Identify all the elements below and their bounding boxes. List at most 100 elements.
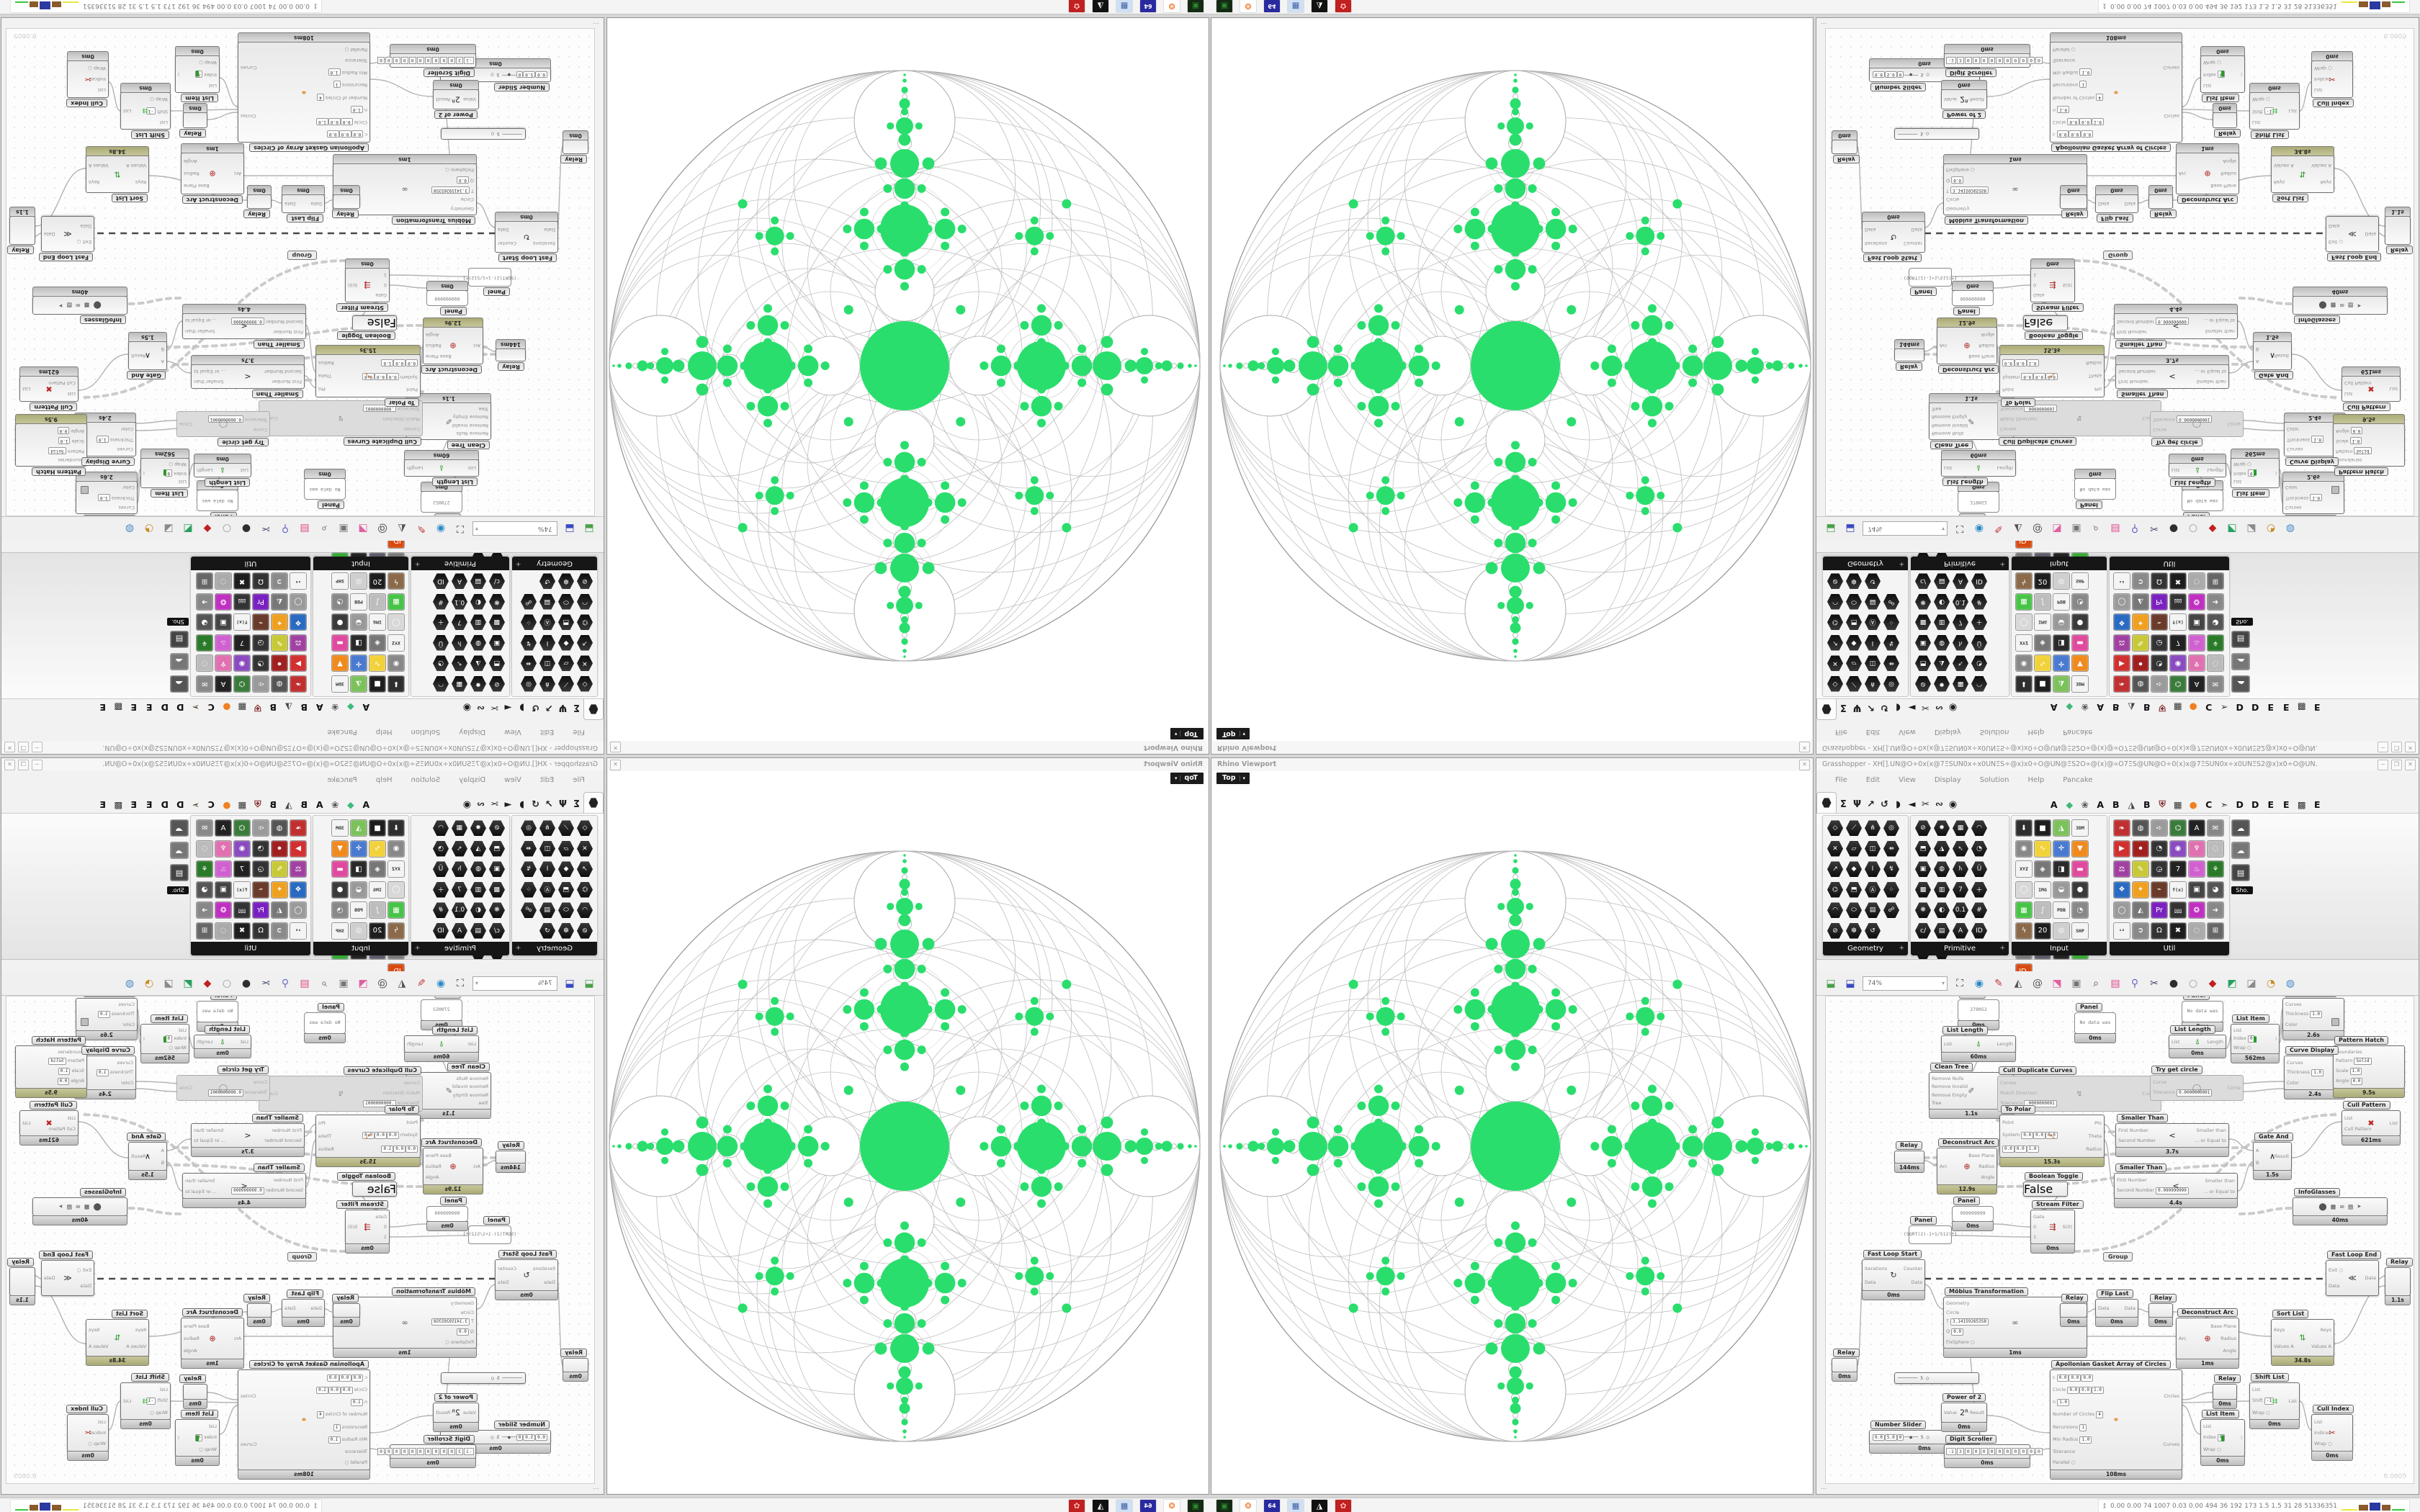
component-icon[interactable]: ▣ (488, 859, 506, 880)
component-icon[interactable]: ▶ (2112, 653, 2131, 674)
toolbar-icon-10[interactable]: ✂ (261, 977, 270, 989)
tab-category-3[interactable]: ↺ (1881, 798, 1888, 810)
component-icon[interactable]: ∫ (368, 592, 387, 613)
component-icon[interactable]: ◎ (1882, 818, 1901, 839)
node-body[interactable]: (SQRT(2)-1+1/512)*1 (1904, 1225, 1957, 1244)
tab-plugin-16[interactable]: ▩ (114, 798, 123, 810)
gh-node-shift-list[interactable]: Shift List List Shift -1 Wrap ○ List ⇉ 0ms (2249, 1373, 2300, 1429)
tab-params[interactable] (583, 792, 604, 813)
gh-node-deconstruct-arc[interactable]: Deconstruct Arc Arc Base Plane Radius Angle ⊕… (1937, 318, 1999, 374)
open-icon[interactable]: ⬓ (1826, 523, 1836, 535)
toolbar-icon-7[interactable]: ⌕ (2093, 977, 2099, 989)
component-icon[interactable]: ◉ (2169, 839, 2187, 860)
component-icon[interactable]: ◍ (270, 818, 289, 839)
node-body[interactable]: List Indices Wrap ○ ✂ (2311, 1414, 2353, 1452)
component-icon[interactable]: Ω (2150, 571, 2169, 592)
toolbar-icon-6[interactable]: ▣ (2071, 977, 2081, 989)
component-icon[interactable]: ◯ (2112, 900, 2131, 921)
component-icon[interactable]: ❂ (2187, 592, 2206, 613)
strip-icon-0[interactable]: ☁ (2231, 819, 2250, 837)
tab-plugin-14[interactable]: E (145, 702, 153, 714)
rhino-viewport-titlebar[interactable]: Rhino Viewport ✕ (1211, 740, 1813, 754)
gh-node-stream-filter[interactable]: Stream Filter Gate 0 1 S(0) ⇶ 0ms (2030, 1200, 2084, 1254)
toolbar-icon-6[interactable]: ▣ (339, 977, 349, 989)
node-body[interactable]: Exit ○ Data Data ≪ (41, 1260, 94, 1296)
component-icon[interactable]: ◯ (2112, 592, 2131, 613)
component-icon[interactable]: ◉ (2169, 653, 2187, 674)
component-icon[interactable]: ⊘ (1826, 921, 1845, 942)
component-icon[interactable]: ⬒ (488, 653, 506, 674)
grasshopper-canvas[interactable]: 0.0005 Relay144msPanel2790520msList Leng… (6, 28, 595, 516)
gh-node-fast-loop-end[interactable]: Fast Loop End Exit ○ Data Data ≪ (38, 216, 94, 261)
component-icon[interactable]: ☍ (519, 592, 538, 613)
tab-category-3[interactable]: ↺ (532, 702, 539, 714)
gh-node-relay[interactable]: Relay 0ms (2148, 1294, 2177, 1327)
toolbar-icon-5[interactable]: ⬔ (358, 977, 368, 989)
node-body[interactable]: -1 3 0 0 0 0 0 0 0 0 0 0 (1944, 1444, 2043, 1459)
component-icon[interactable]: ᴬᴮ (289, 571, 308, 592)
node-body[interactable]: Boundaries Pattern Solid Scale 1.0 Angle 0.… (15, 423, 87, 467)
component-icon[interactable]: ✛ (349, 653, 368, 674)
component-icon[interactable]: ↗ (575, 633, 594, 654)
component-icon[interactable]: ❖ (289, 880, 308, 901)
component-icon[interactable]: XYZ (2015, 633, 2033, 654)
component-icon[interactable]: ● (2071, 612, 2089, 633)
maximize-icon[interactable]: ❒ (2391, 742, 2402, 752)
component-icon[interactable]: ✹ (469, 818, 488, 839)
menu-file[interactable]: File (573, 728, 585, 737)
component-icon[interactable]: IMG (368, 612, 387, 633)
component-icon[interactable]: ✦ (270, 880, 289, 901)
component-icon[interactable]: ⊘ (1914, 674, 1932, 695)
group-label[interactable]: Group (287, 1252, 317, 1261)
component-icon[interactable]: ♨ (214, 633, 233, 654)
gh-node-list-item[interactable]: List Item List Index 0 Wrap ○ i ▮ 562ms (2231, 449, 2280, 498)
component-icon[interactable]: ◭ (2131, 592, 2150, 613)
rhino-viewport-canvas[interactable]: Top▾ (608, 19, 1208, 741)
tab-category-8[interactable]: ◉ (462, 702, 472, 714)
component-icon[interactable]: ◕ (195, 880, 214, 901)
gh-node-relay[interactable]: Relay 0ms (2213, 1374, 2241, 1409)
component-icon[interactable]: ⏺ (2131, 839, 2150, 860)
tab-category-6[interactable]: ✂ (1922, 798, 1930, 810)
component-icon[interactable]: ▬ (331, 633, 349, 654)
viewport-projection-tab[interactable]: Top▾ (1170, 728, 1204, 739)
menu-file[interactable]: File (573, 775, 585, 784)
toolbar-icon-8[interactable]: ▤ (2110, 523, 2120, 535)
toolbar-icon-11[interactable]: ● (241, 977, 251, 989)
tab-plugin-15[interactable]: E (130, 798, 138, 810)
tab-plugin-2[interactable]: ❀ (2081, 702, 2089, 714)
menu-view[interactable]: View (1899, 775, 1916, 784)
taskbar-app-icon-0[interactable]: ▣ (1216, 0, 1233, 13)
component-icon[interactable]: ◌ (195, 839, 214, 860)
component-icon[interactable]: ◨ (349, 633, 368, 654)
digit-cells[interactable]: -1 3 0 0 0 0 0 0 0 0 0 0 (1945, 54, 2044, 67)
taskbar-app-icon-4[interactable]: ◮ (1092, 1499, 1109, 1512)
maximize-icon[interactable]: ❒ (18, 760, 29, 770)
component-icon[interactable]: ⇻ (519, 839, 538, 860)
component-icon[interactable]: ϟ (2015, 921, 2033, 942)
slider-track[interactable]: ─────── 5 ○ (1898, 131, 1930, 137)
tab-plugin-13[interactable]: D (2251, 798, 2259, 810)
gh-node-panel[interactable]: Panel 999999999 0ms (426, 1197, 468, 1231)
node-body[interactable]: Data Data (2095, 1299, 2138, 1318)
component-icon[interactable]: ⚘ (2206, 859, 2225, 880)
component-icon[interactable]: ∿ (368, 653, 387, 674)
node-body[interactable] (183, 112, 207, 128)
gh-node-panel[interactable]: Panel 999999999 0ms (1952, 1197, 1994, 1231)
tab-plugin-1[interactable]: ◆ (346, 798, 354, 810)
component-icon[interactable]: ⟋ (557, 818, 575, 839)
component-icon[interactable]: ♆ (214, 653, 233, 674)
tab-plugin-2[interactable]: ❀ (331, 702, 339, 714)
component-icon[interactable]: ⌁ (251, 612, 270, 633)
component-icon[interactable]: ⬭ (1845, 592, 1863, 613)
component-icon[interactable]: SHP (2071, 571, 2089, 592)
panel-footer-primitive[interactable]: Primitive + (411, 942, 509, 955)
zoom-level-input[interactable]: 74% (472, 976, 557, 991)
component-icon[interactable]: ❋ (488, 592, 506, 613)
toolbar-icon-2[interactable]: ✎ (1994, 523, 2003, 535)
toolbar-icon-9[interactable]: ⚲ (281, 523, 290, 535)
close-icon[interactable]: ✕ (1799, 760, 1810, 770)
node-body[interactable]: Gate 0 1 S(0) ⇶ (2030, 1210, 2075, 1244)
component-icon[interactable]: ⬒ (557, 880, 575, 901)
